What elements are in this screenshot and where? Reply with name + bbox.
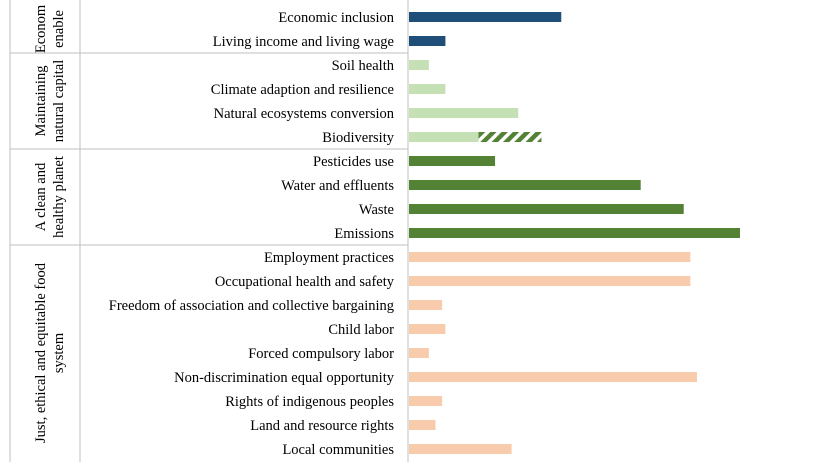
group-label-line: Just, ethical and equitable food xyxy=(33,262,49,443)
group-label-line: healthy planet xyxy=(51,156,67,238)
category-labels: Economic inclusion Living income and livi… xyxy=(109,10,395,458)
bar-employment-practices xyxy=(409,252,691,262)
bar-child-labor xyxy=(409,324,446,334)
bar-hatched-biodiversity xyxy=(478,132,542,142)
group-separators xyxy=(9,0,408,462)
category-label-soil-health: Soil health xyxy=(332,58,395,74)
category-label-water-and-effluents: Water and effluents xyxy=(281,178,394,194)
category-label-natural-ecosystems-conversion: Natural ecosystems conversion xyxy=(214,106,395,122)
bar-economic-inclusion xyxy=(409,12,562,22)
category-label-local-communities: Local communities xyxy=(282,442,394,458)
bar-soil-health xyxy=(409,60,429,70)
category-label-emissions: Emissions xyxy=(334,226,394,242)
group-label-line: system xyxy=(51,332,67,373)
bar-forced-compulsory-labor xyxy=(409,348,429,358)
bar-climate-adaption-and-resilience xyxy=(409,84,446,94)
category-label-waste: Waste xyxy=(359,202,394,218)
group-label-line: enable xyxy=(51,10,67,48)
bar-freedom-of-association-and-collective-bargaining xyxy=(409,300,443,310)
category-label-land-and-resource-rights: Land and resource rights xyxy=(250,418,394,434)
bar-natural-ecosystems-conversion xyxy=(409,108,519,118)
category-label-biodiversity: Biodiversity xyxy=(322,130,394,146)
bars xyxy=(409,12,740,454)
category-label-child-labor: Child labor xyxy=(328,322,394,338)
bar-pesticides-use xyxy=(409,156,496,166)
bar-occupational-health-and-safety xyxy=(409,276,691,286)
bar-biodiversity xyxy=(409,132,542,142)
bar-water-and-effluents xyxy=(409,180,641,190)
group-label-1: Econom enable xyxy=(33,4,67,53)
bar-living-income-and-living-wage xyxy=(409,36,446,46)
group-label-4: Just, ethical and equitable food system xyxy=(33,262,67,443)
category-label-employment-practices: Employment practices xyxy=(264,250,394,266)
bar-local-communities xyxy=(409,444,512,454)
group-label-line: A clean and xyxy=(33,162,49,231)
category-label-rights-of-indigenous-peoples: Rights of indigenous peoples xyxy=(225,394,394,410)
category-label-living-income-and-living-wage: Living income and living wage xyxy=(213,34,394,50)
category-label-climate-adaption-and-resilience: Climate adaption and resilience xyxy=(211,82,394,98)
category-label-non-discrimination-equal-opportunity: Non-discrimination equal opportunity xyxy=(174,370,395,386)
group-label-2: Maintaining natural capital xyxy=(33,60,67,143)
group-label-3: A clean and healthy planet xyxy=(33,156,67,238)
category-label-freedom-of-association-and-collective-bargaining: Freedom of association and collective ba… xyxy=(109,298,394,314)
bar-rights-of-indigenous-peoples xyxy=(409,396,443,406)
group-label-line: natural capital xyxy=(51,60,67,143)
group-label-line: Maintaining xyxy=(33,66,49,137)
category-label-occupational-health-and-safety: Occupational health and safety xyxy=(215,274,395,290)
category-label-forced-compulsory-labor: Forced compulsory labor xyxy=(248,346,394,362)
group-label-line: Econom xyxy=(33,4,49,53)
bar-waste xyxy=(409,204,684,214)
group-labels: Econom enable Maintaining natural capital A … xyxy=(33,4,67,443)
category-label-economic-inclusion: Economic inclusion xyxy=(278,10,394,26)
bar-non-discrimination-equal-opportunity xyxy=(409,372,697,382)
bar-land-and-resource-rights xyxy=(409,420,436,430)
category-label-pesticides-use: Pesticides use xyxy=(313,154,394,170)
bar-emissions xyxy=(409,228,740,238)
